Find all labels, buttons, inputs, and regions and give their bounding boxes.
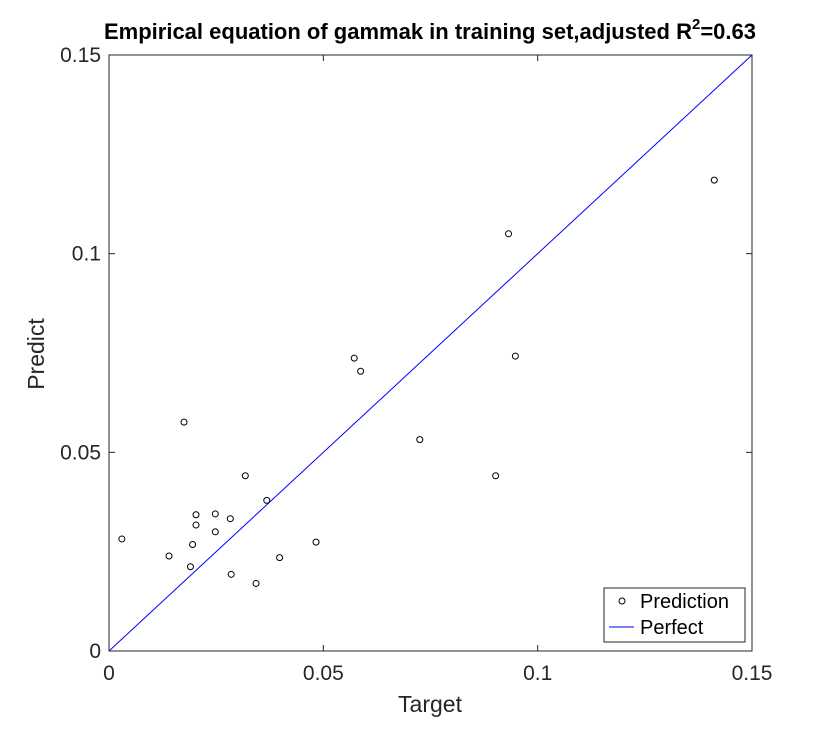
prediction-point [186,563,194,571]
prediction-point [710,176,718,184]
prediction-point [252,579,260,587]
x-axis-label: Target [398,691,463,717]
legend-prediction-marker [618,597,626,605]
prediction-point [276,554,284,562]
x-tick-label: 0.05 [303,662,344,685]
prediction-point [192,511,200,519]
y-tick-label: 0.05 [60,441,101,464]
x-tick-label: 0.15 [732,662,773,685]
chart-title-superscript: 2 [692,16,700,33]
prediction-point [357,367,365,375]
prediction-point [350,354,358,362]
legend-perfect-label: Perfect [640,617,704,639]
prediction-point [165,552,173,560]
legend: Prediction Perfect [603,587,746,643]
x-tick-label: 0.1 [523,662,552,685]
prediction-series [118,176,718,587]
legend-prediction-label: Prediction [640,591,729,613]
prediction-point [211,510,219,518]
y-tick-label: 0.1 [72,243,101,266]
prediction-point [189,541,197,549]
chart-title-main: Empirical equation of gammak in training… [104,19,692,44]
prediction-point [180,418,188,426]
perfect-line [108,54,753,652]
prediction-point [416,436,424,444]
prediction-point [505,230,513,238]
y-axis: 0 0.05 0.1 0.15 [60,44,752,663]
prediction-point [211,528,219,536]
y-tick-label: 0 [89,640,101,663]
prediction-point [312,538,320,546]
prediction-point [118,535,126,543]
x-tick-label: 0 [103,662,115,685]
chart-title: Empirical equation of gammak in training… [104,16,756,44]
prediction-point [511,352,519,360]
perfect-line-series [108,54,753,652]
y-tick-label: 0.15 [60,44,101,67]
prediction-point [241,472,249,480]
prediction-point [192,521,200,529]
prediction-point [226,515,234,523]
legend-box [603,587,746,643]
prediction-point [492,472,500,480]
x-axis: 0 0.05 0.1 0.15 [103,55,772,685]
y-axis-label: Predict [23,318,49,390]
prediction-point [263,496,271,504]
prediction-point [227,570,235,578]
chart-title-suffix: =0.63 [700,19,756,44]
